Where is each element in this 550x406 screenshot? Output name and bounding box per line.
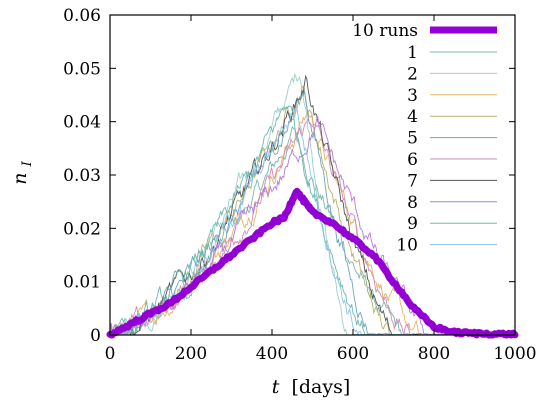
x-axis-label: t [days] xyxy=(272,376,351,398)
y-tick-label: 0.02 xyxy=(63,219,101,239)
x-axis-unit: [days] xyxy=(291,376,350,398)
y-axis-subscript: I xyxy=(20,160,35,167)
legend-label-run-8: 8 xyxy=(407,193,418,213)
y-tick-label: 0.04 xyxy=(63,113,101,133)
y-axis-label: n I xyxy=(9,160,35,184)
average-line xyxy=(106,187,519,339)
legend-label-run-2: 2 xyxy=(407,64,418,84)
x-tick-label: 800 xyxy=(418,344,450,364)
legend-label-run-10: 10 xyxy=(396,236,418,256)
x-tick-label: 400 xyxy=(256,344,288,364)
x-tick-label: 0 xyxy=(105,344,116,364)
run-series-group xyxy=(109,72,515,337)
legend-label-average: 10 runs xyxy=(352,21,418,41)
y-tick-label: 0.03 xyxy=(63,166,101,186)
run-2-line xyxy=(110,72,515,336)
legend-label-run-1: 1 xyxy=(407,43,418,63)
y-tick-label: 0.06 xyxy=(63,6,101,26)
y-axis-variable: n xyxy=(9,172,31,184)
tick-group: 0 200 400 600 800 1000 0 0.01 0.02 0.03 0.04 0.05 0.… xyxy=(63,6,536,364)
x-tick-label: 200 xyxy=(175,344,207,364)
legend-label-run-5: 5 xyxy=(407,129,418,149)
x-tick-label: 600 xyxy=(337,344,369,364)
y-tick-label: 0 xyxy=(90,326,101,346)
y-tick-label: 0.01 xyxy=(63,273,101,293)
x-tick-label: 1000 xyxy=(493,344,536,364)
legend-label-run-9: 9 xyxy=(407,214,418,234)
average-series-group xyxy=(106,187,519,339)
x-axis-variable: t xyxy=(272,376,280,398)
y-tick-label: 0.05 xyxy=(63,59,101,79)
legend-label-run-6: 6 xyxy=(407,150,418,170)
legend-label-run-4: 4 xyxy=(407,107,418,127)
legend-label-run-3: 3 xyxy=(407,86,418,106)
legend-label-run-7: 7 xyxy=(407,171,418,191)
